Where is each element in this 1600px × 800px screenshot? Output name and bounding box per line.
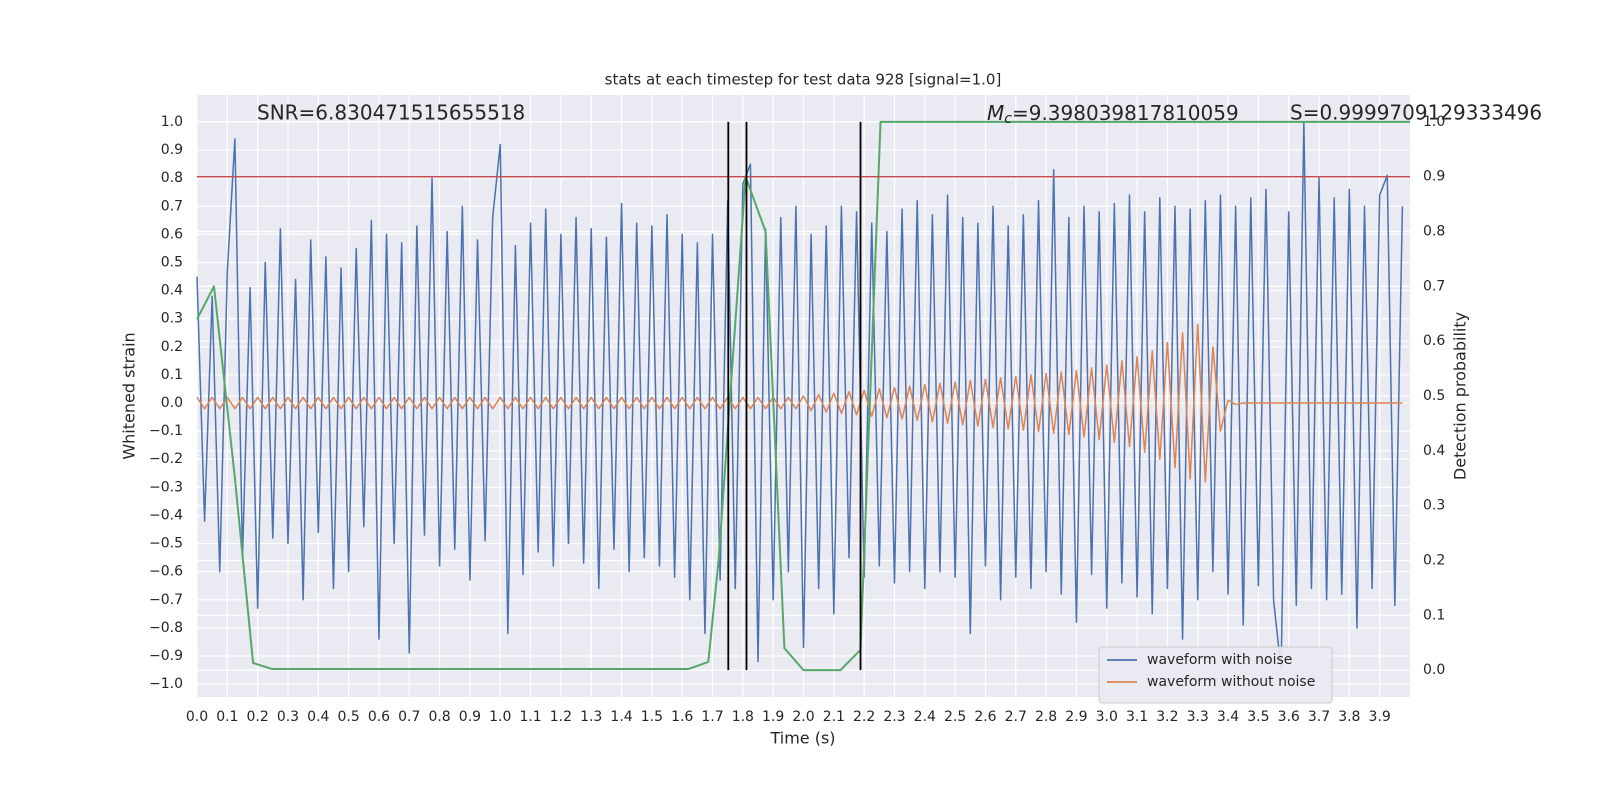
y-tick-label: 0.2 [161, 339, 183, 355]
series-line [196, 323, 1403, 483]
y-tick-label: −0.8 [149, 620, 183, 636]
y-tick-label: 1.0 [161, 114, 183, 130]
y2-tick-label: 0.2 [1423, 552, 1445, 568]
y2-tick-label: 0.5 [1423, 388, 1445, 404]
x-tick-label: 1.9 [762, 709, 784, 725]
annotation: S=0.9999709129333496 [1290, 101, 1542, 125]
x-tick-label: 2.3 [883, 709, 905, 725]
x-tick-label: 1.3 [580, 709, 602, 725]
y2-tick-label: 0.4 [1423, 443, 1445, 459]
y2-axis-label: Detection probability [1451, 312, 1470, 480]
x-tick-label: 0.1 [216, 709, 238, 725]
x-tick-label: 1.0 [489, 709, 511, 725]
x-tick-label: 3.6 [1278, 709, 1300, 725]
y-tick-label: 0.4 [161, 283, 183, 299]
y-tick-label: −0.6 [149, 564, 183, 580]
x-tick-label: 1.1 [519, 709, 541, 725]
x-tick-label: 1.8 [732, 709, 754, 725]
x-tick-label: 1.2 [550, 709, 572, 725]
x-tick-label: 2.4 [914, 709, 936, 725]
y-tick-label: 0.9 [161, 142, 183, 158]
y2-tick-label: 0.0 [1423, 662, 1445, 678]
annotation-subscript: c [1004, 111, 1012, 127]
x-tick-label: 2.5 [944, 709, 966, 725]
y2-tick-label: 0.8 [1423, 224, 1445, 240]
x-tick-label: 3.5 [1247, 709, 1269, 725]
y2-tick-label: 1.0 [1423, 114, 1445, 130]
y-tick-label: 0.0 [161, 395, 183, 411]
y-tick-label: −0.3 [149, 479, 183, 495]
x-tick-label: 1.7 [701, 709, 723, 725]
x-tick-label: 1.4 [610, 709, 632, 725]
legend-label: waveform with noise [1147, 652, 1292, 668]
x-tick-label: 2.8 [1035, 709, 1057, 725]
legend-box [1098, 646, 1333, 704]
x-tick-label: 3.2 [1156, 709, 1178, 725]
x-tick-label: 3.1 [1126, 709, 1148, 725]
x-tick-label: 2.9 [1065, 709, 1087, 725]
y-tick-label: 0.7 [161, 198, 183, 214]
x-tick-label: 3.0 [1096, 709, 1118, 725]
y2-tick-label: 0.6 [1423, 333, 1445, 349]
annotation-value: =9.398039817810059 [1012, 101, 1239, 125]
x-tick-label: 2.0 [792, 709, 814, 725]
x-tick-label: 0.0 [186, 709, 208, 725]
x-tick-label: 2.2 [853, 709, 875, 725]
x-tick-label: 3.7 [1308, 709, 1330, 725]
x-tick-label: 3.4 [1217, 709, 1239, 725]
x-tick-label: 1.5 [641, 709, 663, 725]
x-tick-label: 2.1 [823, 709, 845, 725]
x-tick-label: 0.5 [337, 709, 359, 725]
y2-tick-label: 0.7 [1423, 278, 1445, 294]
y-tick-label: −0.4 [149, 507, 183, 523]
y2-tick-label: 0.3 [1423, 498, 1445, 514]
x-tick-label: 3.8 [1338, 709, 1360, 725]
x-tick-label: 0.3 [277, 709, 299, 725]
y-tick-label: 0.3 [161, 311, 183, 327]
y-tick-label: 0.8 [161, 170, 183, 186]
y-axis-label: Whitened strain [120, 332, 139, 459]
annotation-symbol: M [987, 101, 1004, 125]
y-tick-label: −0.1 [149, 423, 183, 439]
x-tick-label: 2.6 [974, 709, 996, 725]
x-tick-label: 1.6 [671, 709, 693, 725]
x-tick-label: 2.7 [1005, 709, 1027, 725]
y-tick-label: 0.1 [161, 367, 183, 383]
annotation: SNR=6.830471515655518 [257, 101, 525, 125]
y-tick-label: −0.2 [149, 451, 183, 467]
x-tick-label: 3.9 [1369, 709, 1391, 725]
y-tick-label: −1.0 [149, 676, 183, 692]
y-tick-label: −0.7 [149, 592, 183, 608]
legend-label: waveform without noise [1147, 674, 1315, 690]
x-tick-label: 0.2 [247, 709, 269, 725]
series-line [196, 120, 1410, 672]
x-tick-label: 0.6 [368, 709, 390, 725]
x-tick-label: 0.7 [398, 709, 420, 725]
y2-tick-label: 0.1 [1423, 607, 1445, 623]
x-tick-label: 3.3 [1187, 709, 1209, 725]
x-tick-label: 0.8 [428, 709, 450, 725]
y-tick-label: 0.6 [161, 226, 183, 242]
chart-title: stats at each timestep for test data 928… [605, 71, 1002, 89]
y-tick-label: −0.5 [149, 536, 183, 552]
y2-tick-label: 0.9 [1423, 169, 1445, 185]
annotation: Mc=9.398039817810059 [987, 101, 1239, 128]
x-axis-label: Time (s) [769, 729, 835, 748]
y-tick-label: −0.9 [149, 648, 183, 664]
x-tick-label: 0.9 [459, 709, 481, 725]
x-tick-label: 0.4 [307, 709, 329, 725]
y-tick-label: 0.5 [161, 255, 183, 271]
